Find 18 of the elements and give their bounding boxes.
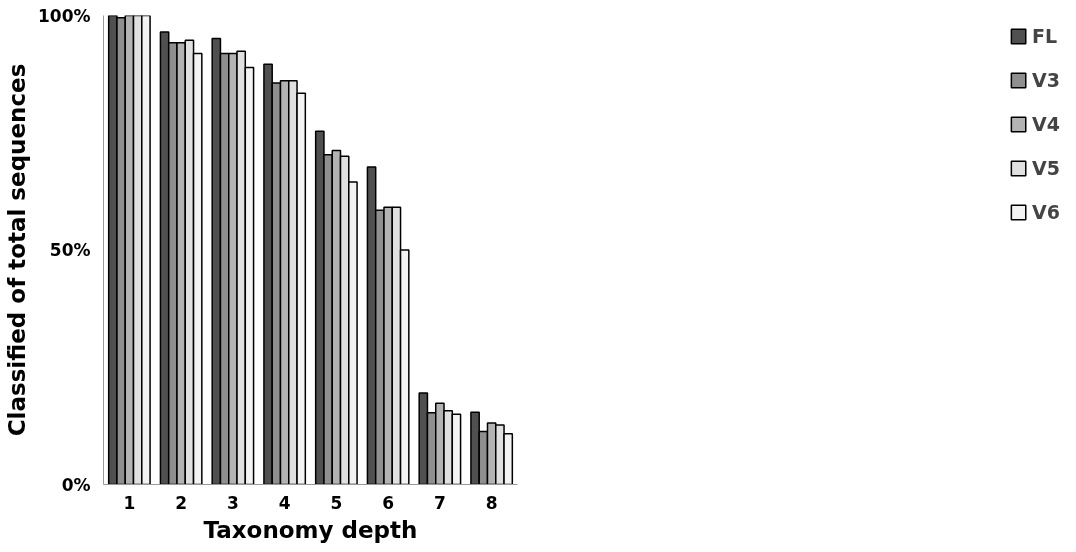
legend-label: V6 bbox=[1032, 201, 1060, 223]
legend-label: V3 bbox=[1032, 69, 1060, 91]
x-tick-label: 1 bbox=[123, 492, 136, 513]
y-tick-label: 100% bbox=[37, 5, 91, 26]
x-tick-label: 7 bbox=[433, 492, 446, 513]
legend-label: FL bbox=[1032, 25, 1058, 47]
y-tick-label: 0% bbox=[61, 474, 91, 495]
legend-label: V5 bbox=[1032, 157, 1060, 179]
x-tick-label: 6 bbox=[382, 492, 395, 513]
legend-label: V4 bbox=[1032, 113, 1060, 135]
x-tick-label: 3 bbox=[226, 492, 239, 513]
y-tick-label: 50% bbox=[49, 240, 91, 260]
x-tick-label: 4 bbox=[278, 492, 291, 513]
x-tick-label: 8 bbox=[485, 492, 498, 513]
x-axis-title: Taxonomy depth bbox=[203, 516, 418, 543]
x-tick-label: 5 bbox=[330, 492, 343, 513]
y-axis-title: Classified of total sequences bbox=[3, 63, 30, 437]
x-tick-label: 2 bbox=[175, 492, 188, 513]
